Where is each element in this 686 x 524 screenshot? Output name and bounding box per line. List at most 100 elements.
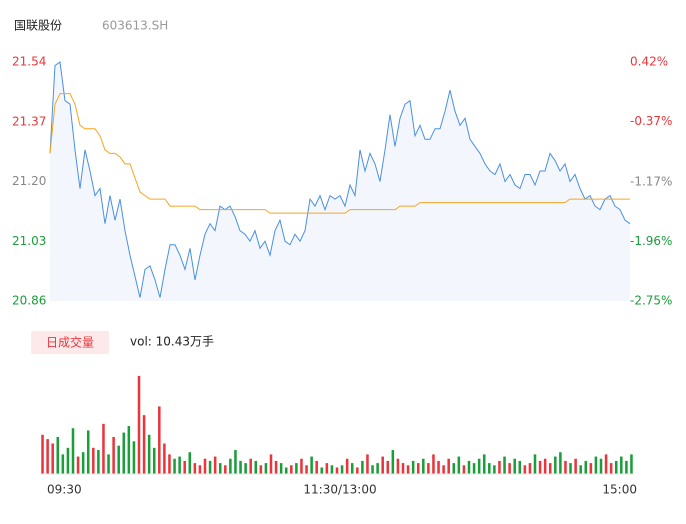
volume-bar [386, 460, 390, 474]
volume-bar [482, 454, 486, 474]
volume-bar [284, 467, 288, 474]
volume-bar [350, 463, 354, 474]
volume-bar [452, 463, 456, 474]
volume-bar [437, 460, 440, 474]
volume-bar [310, 456, 313, 474]
y-tick-label: 21.54 [12, 55, 46, 69]
volume-bar [614, 460, 618, 474]
volume-bar [457, 456, 461, 474]
y-tick-label: 21.03 [12, 234, 46, 248]
volume-bar [569, 463, 572, 474]
volume-bar [41, 434, 44, 474]
volume-bar [411, 460, 415, 474]
volume-bar [152, 447, 156, 474]
volume-bar [467, 460, 471, 474]
volume-bar [518, 460, 522, 474]
volume-bar [472, 463, 476, 474]
volume-bar [218, 463, 222, 474]
volume-bar [97, 450, 100, 474]
volume-bar [401, 463, 405, 474]
volume-bar [300, 458, 303, 474]
volume-bar [213, 456, 217, 474]
volume-bar [92, 447, 95, 474]
volume-bar [630, 454, 633, 474]
volume-bar [498, 460, 501, 474]
volume-bar [584, 460, 588, 474]
volume-bar [325, 463, 329, 474]
volume-bar [132, 441, 136, 474]
volume-bar [447, 458, 450, 474]
volume-bar [548, 463, 552, 474]
average-line [49, 93, 630, 214]
volume-bar [381, 456, 384, 474]
volume-bar [416, 463, 420, 474]
stock-name: 国联股份 [14, 19, 62, 33]
volume-bar [589, 463, 593, 474]
volume-bar [609, 463, 613, 474]
volume-bar [274, 460, 278, 474]
volume-bar [56, 436, 60, 474]
volume-bar [46, 439, 49, 474]
volume-bar [432, 454, 435, 474]
volume-bar [249, 458, 252, 474]
volume-bar [107, 454, 110, 474]
price-line [49, 61, 631, 298]
volume-bar [122, 432, 126, 474]
volume-bar [117, 445, 120, 474]
volume-bar [340, 465, 344, 474]
volume-bar [543, 458, 547, 474]
y2-tick-label: -0.37% [630, 114, 672, 128]
volume-bar [335, 467, 339, 474]
volume-bar [528, 463, 532, 474]
volume-bar [295, 463, 298, 474]
volume-bar [315, 460, 318, 474]
volume-bar [244, 463, 247, 474]
volume-bar [554, 456, 557, 474]
volume-bar [604, 454, 608, 474]
volume-bar [406, 465, 410, 474]
volume-bar [193, 463, 197, 474]
y2-tick-label: -1.96% [630, 234, 672, 248]
volume-bar [625, 460, 628, 474]
volume-bar [234, 450, 237, 474]
volume-bar [396, 458, 400, 474]
volume-bar [229, 458, 232, 474]
volume-bar [599, 458, 603, 474]
volume-bar [538, 460, 542, 474]
volume-button-bg[interactable] [31, 331, 109, 354]
volume-bar [173, 458, 176, 474]
volume-bar [259, 465, 263, 474]
volume-bar [51, 443, 54, 474]
volume-bar [71, 428, 75, 474]
volume-bar [462, 465, 466, 474]
volume-bar [320, 467, 324, 474]
volume-bar [564, 460, 567, 474]
volume-bar [513, 458, 516, 474]
y2-tick-label: 0.42% [630, 55, 668, 69]
volume-bar [188, 452, 192, 474]
volume-bar [178, 456, 181, 474]
volume-bar [422, 458, 425, 474]
volume-bar [503, 456, 506, 474]
volume-bar [533, 454, 537, 474]
volume-bar [112, 436, 115, 474]
volume-bar [477, 458, 481, 474]
volume-bar [208, 460, 212, 474]
volume-bar [376, 463, 379, 474]
volume-bar [203, 458, 207, 474]
volume-bar [427, 463, 430, 474]
volume-bar [86, 430, 90, 474]
volume-bar [391, 450, 395, 474]
volume-bar [76, 456, 80, 474]
volume-bar [198, 465, 202, 474]
x-tick-label: 09:30 [47, 483, 82, 497]
y2-tick-label: -2.75% [630, 294, 672, 308]
x-tick-label: 15:00 [602, 483, 637, 497]
volume-bar [361, 460, 364, 474]
volume-bar [579, 465, 582, 474]
y-tick-label: 20.86 [12, 294, 46, 308]
volume-bar [442, 465, 445, 474]
volume-bar [620, 456, 623, 474]
volume-button[interactable]: 日成交量 [46, 335, 94, 350]
